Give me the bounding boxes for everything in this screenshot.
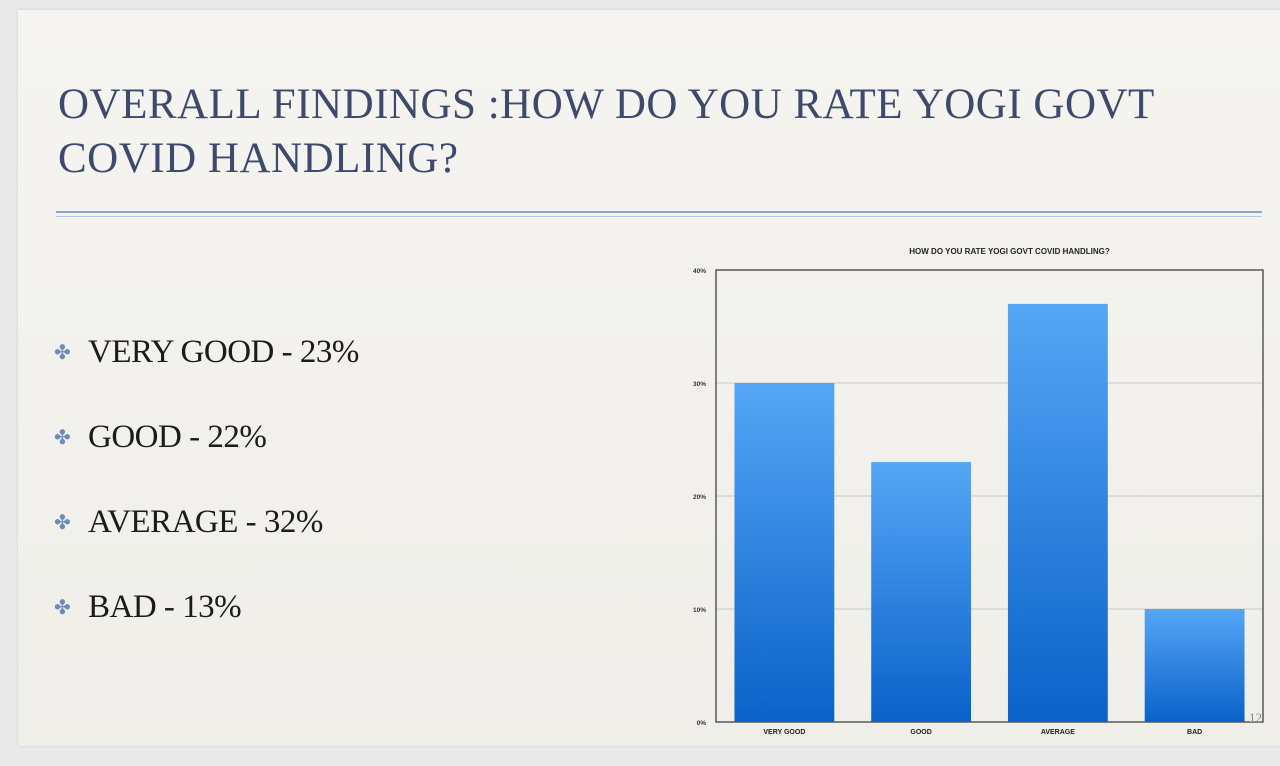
findings-list: ✤ VERY GOOD - 23% ✤ GOOD - 22% ✤ AVERAGE…	[54, 328, 359, 668]
x-tick-label: AVERAGE	[1041, 729, 1075, 736]
bar	[734, 383, 835, 722]
bar	[871, 462, 972, 722]
finding-item: ✤ VERY GOOD - 23%	[54, 328, 359, 413]
slide: OVERALL FINDINGS :HOW DO YOU RATE YOGI G…	[18, 10, 1280, 746]
chart-title: HOW DO YOU RATE YOGI GOVT COVID HANDLING…	[909, 247, 1110, 256]
y-tick-label: 0%	[697, 720, 707, 727]
y-tick-label: 40%	[693, 268, 706, 275]
finding-text: VERY GOOD - 23%	[88, 334, 359, 370]
title-divider-secondary	[56, 216, 1262, 217]
finding-text: AVERAGE - 32%	[88, 504, 323, 540]
y-tick-label: 30%	[693, 381, 706, 388]
finding-text: BAD - 13%	[88, 589, 242, 625]
finding-item: ✤ GOOD - 22%	[54, 413, 359, 498]
finding-text: GOOD - 22%	[88, 419, 267, 455]
page-number: 12	[1249, 710, 1262, 725]
finding-item: ✤ AVERAGE - 32%	[54, 498, 359, 583]
finding-item: ✤ BAD - 13%	[54, 583, 359, 668]
bullet-cross-icon: ✤	[54, 340, 71, 364]
bullet-cross-icon: ✤	[54, 595, 71, 619]
plot-frame	[715, 269, 1264, 723]
y-tick-label: 20%	[693, 494, 706, 501]
x-tick-label: VERY GOOD	[763, 729, 805, 736]
y-tick-label: 10%	[693, 607, 706, 614]
bar-chart: HOW DO YOU RATE YOGI GOVT COVID HANDLING…	[693, 247, 1264, 736]
x-tick-label: BAD	[1187, 729, 1202, 736]
bullet-cross-icon: ✤	[54, 425, 71, 449]
x-tick-label: GOOD	[910, 729, 931, 736]
bar	[1007, 303, 1108, 722]
bar	[1144, 609, 1245, 722]
bullet-cross-icon: ✤	[54, 510, 71, 534]
slide-title: OVERALL FINDINGS :HOW DO YOU RATE YOGI G…	[58, 81, 1155, 182]
title-divider	[56, 211, 1262, 213]
